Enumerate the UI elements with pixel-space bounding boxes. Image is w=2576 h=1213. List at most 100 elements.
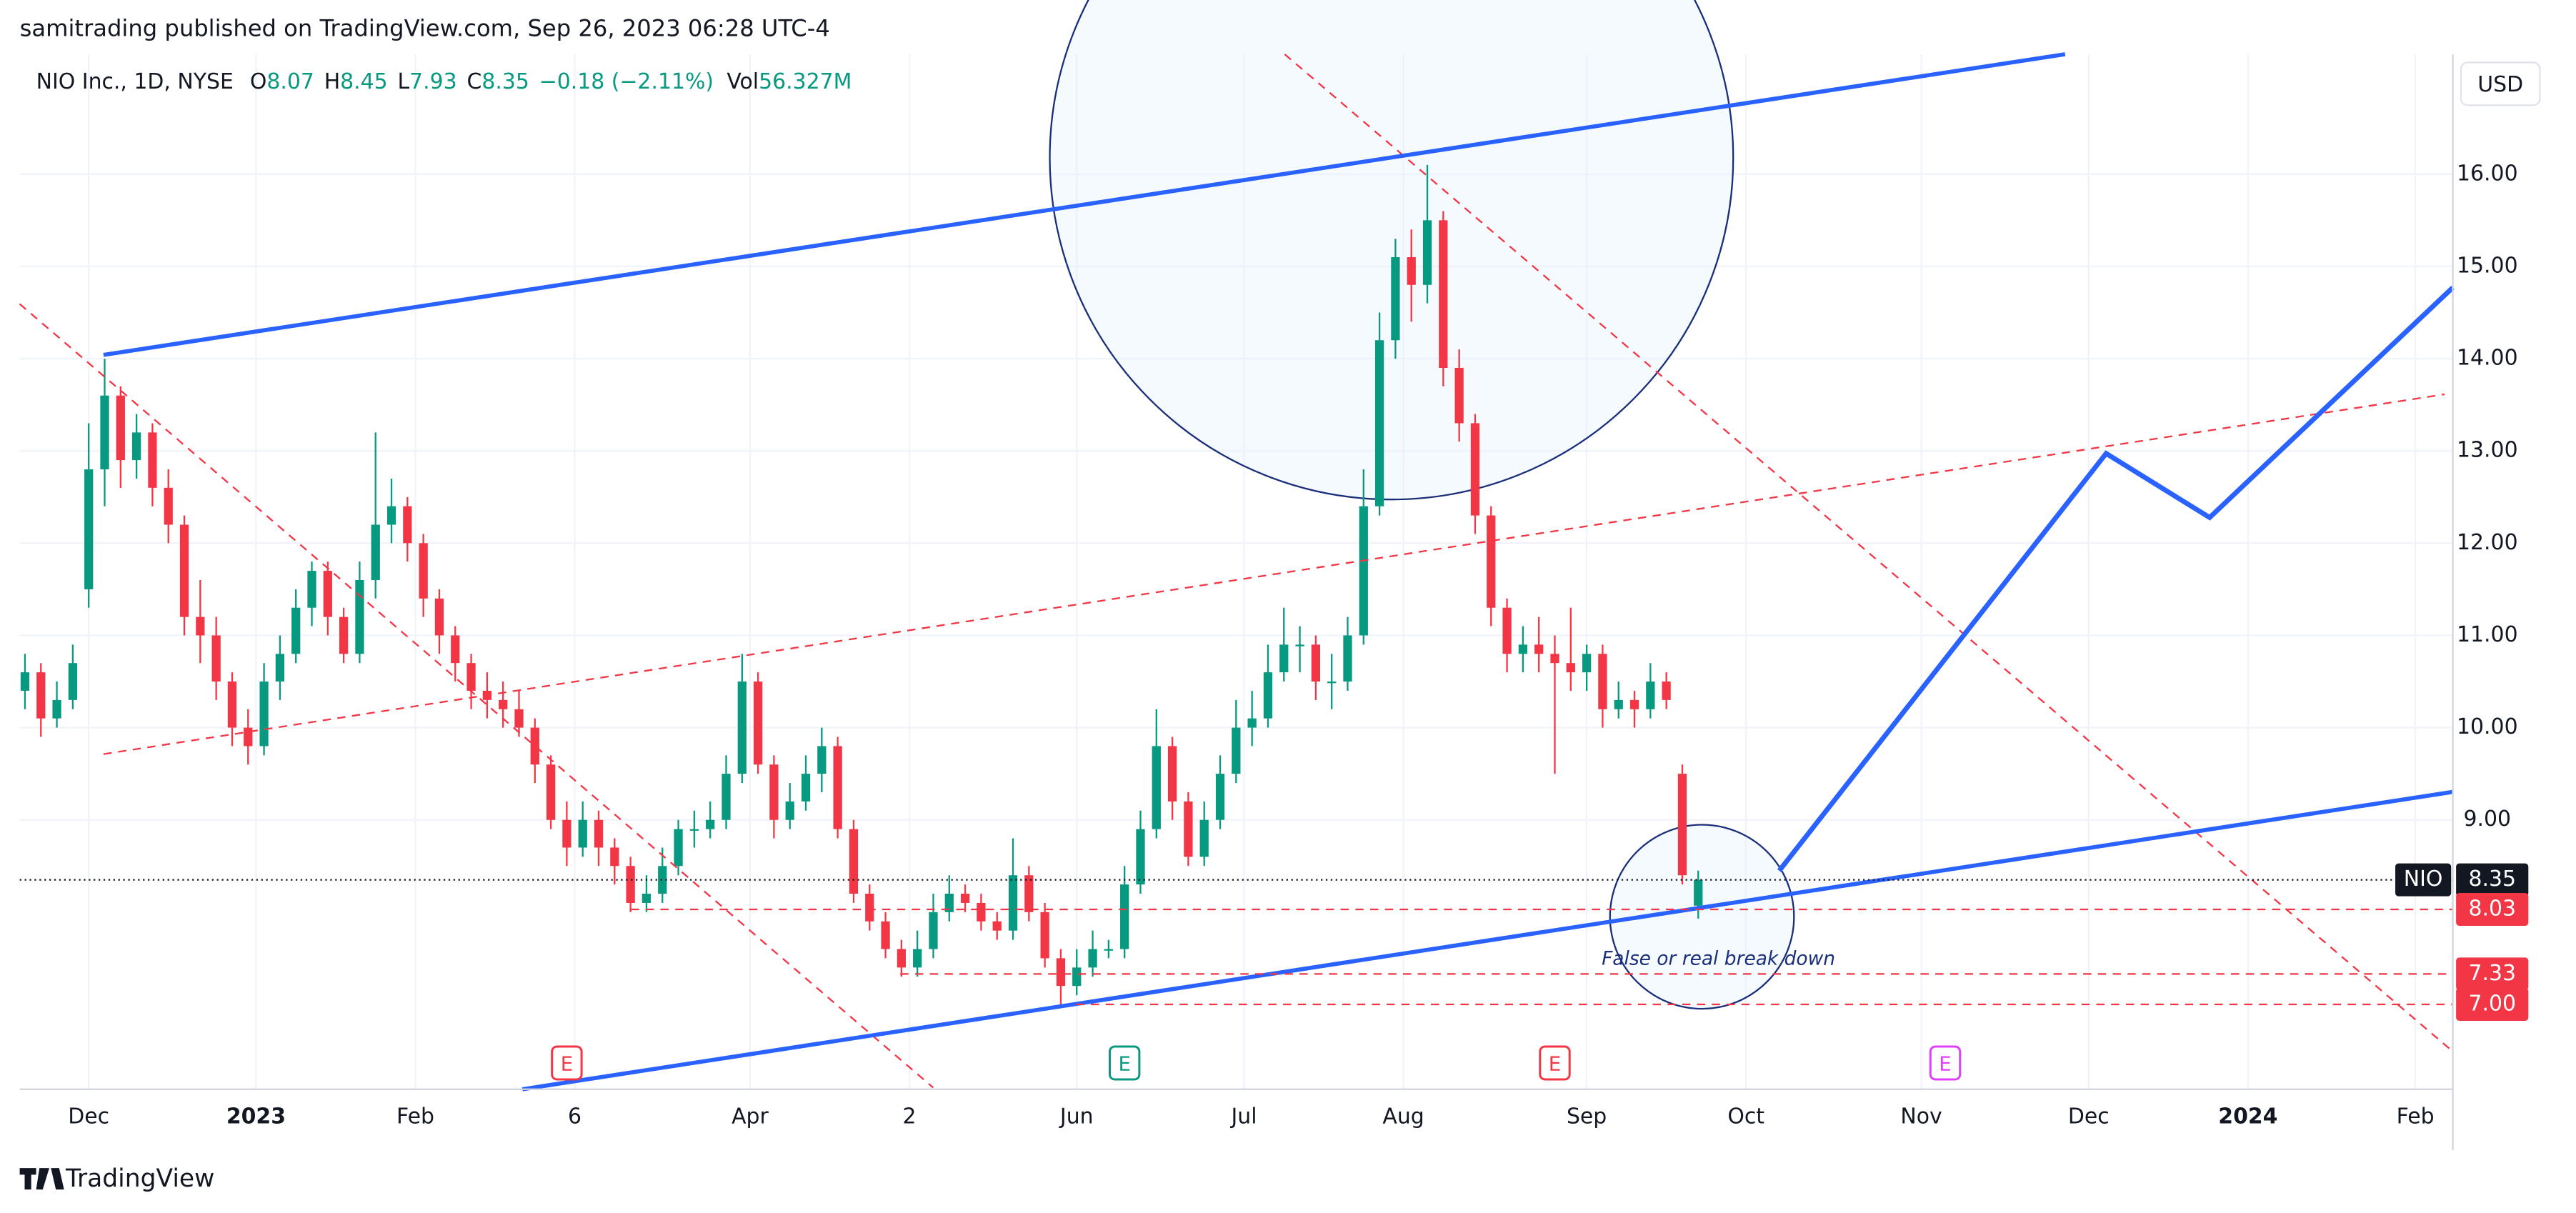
- legend-value: 7.93: [409, 69, 457, 94]
- candle-body: [1646, 682, 1655, 709]
- candle-body: [610, 847, 619, 867]
- legend-value: 56.327M: [759, 69, 852, 94]
- candle-body: [1215, 774, 1225, 820]
- candle-body: [1582, 654, 1592, 673]
- candle-body: [689, 829, 699, 831]
- candle-body: [641, 894, 652, 903]
- candle-body: [131, 432, 141, 461]
- candle-body: [514, 709, 524, 728]
- currency-box[interactable]: [2460, 61, 2541, 106]
- candle-body: [1104, 949, 1114, 951]
- symbol: NIO Inc., 1D, NYSE: [36, 69, 234, 94]
- brand-logo[interactable]: [19, 1168, 64, 1190]
- price-tag: 7.00: [2468, 991, 2516, 1016]
- candle-body: [1359, 506, 1368, 636]
- candle-body: [196, 617, 205, 636]
- x-tick-label: Apr: [732, 1104, 769, 1129]
- candle-body: [944, 894, 954, 912]
- candle-body: [451, 635, 460, 664]
- candle-body: [562, 819, 571, 848]
- price-tag-box: [2456, 863, 2529, 897]
- candle-body: [1072, 967, 1082, 987]
- price-tag: 7.33: [2468, 961, 2516, 986]
- currency[interactable]: USD: [2477, 72, 2523, 97]
- candle-body: [674, 829, 683, 867]
- ohlc-legend: NIO Inc., 1D, NYSE O8.07 H8.45 L7.93 C8.35 −0…: [36, 69, 852, 94]
- candle-body: [259, 682, 269, 747]
- candle-body: [1518, 644, 1528, 654]
- x-tick-label: Feb: [396, 1104, 434, 1129]
- x-tick-label: 2024: [2218, 1104, 2277, 1129]
- candle-body: [1199, 819, 1209, 857]
- projection-path: [1777, 285, 2455, 873]
- candle-body: [275, 654, 285, 682]
- candle-body: [849, 829, 859, 894]
- x-tick-label: Nov: [1900, 1104, 1942, 1129]
- y-tick-label: 9.00: [2464, 807, 2512, 832]
- candle-body: [833, 746, 842, 829]
- candle-body: [1327, 682, 1337, 684]
- price-tag-box: [2456, 957, 2529, 991]
- candle-body: [1311, 644, 1321, 682]
- legend-value: 8.35: [481, 69, 529, 94]
- candle-body: [1120, 884, 1129, 949]
- candle-body: [1407, 257, 1416, 285]
- price-tag-box: [2456, 987, 2529, 1021]
- brand[interactable]: TradingView: [19, 1164, 215, 1193]
- candles: [20, 164, 1703, 1004]
- event-label: E: [1549, 1052, 1561, 1075]
- brand-name[interactable]: TradingView: [65, 1164, 214, 1193]
- price-tag-box: [2456, 892, 2529, 926]
- candle-body: [706, 819, 715, 829]
- candle-body: [164, 487, 173, 525]
- candle-body: [1422, 220, 1432, 285]
- candle-body: [785, 801, 794, 820]
- candle-body: [403, 506, 412, 544]
- candle-body: [1343, 635, 1352, 682]
- candle-body: [929, 912, 938, 949]
- candle-body: [1598, 654, 1607, 709]
- last-price-tag: NIO: [2404, 867, 2443, 892]
- event-marker: [1108, 1045, 1141, 1081]
- candle-body: [1662, 682, 1671, 700]
- candle-body: [1247, 718, 1257, 728]
- candle-body: [1470, 423, 1480, 516]
- candle-body: [116, 395, 125, 461]
- annotation: False or real break down: [1602, 948, 1835, 970]
- highlight-circle: [1049, 0, 1734, 501]
- publisher: samitrading published on TradingView.com…: [20, 14, 830, 41]
- candle-body: [227, 682, 237, 728]
- x-tick-label: Sep: [1567, 1104, 1607, 1129]
- candle-body: [1136, 829, 1145, 885]
- legend-change: −0.18 (−2.11%): [539, 69, 714, 94]
- candle-body: [1152, 746, 1161, 829]
- candle-body: [323, 571, 332, 617]
- candle-body: [339, 617, 349, 654]
- candle-body: [753, 682, 763, 765]
- candle-body: [722, 774, 731, 820]
- candle-body: [546, 764, 556, 820]
- candle-body: [913, 949, 922, 968]
- candle-body: [1263, 672, 1273, 719]
- candle-body: [977, 902, 986, 922]
- legend-value: 8.45: [340, 69, 388, 94]
- price-tag: 8.03: [2468, 896, 2516, 921]
- channel-line: [521, 789, 2453, 1092]
- candle-body: [244, 727, 253, 747]
- candle-body: [1566, 663, 1575, 673]
- x-tick-label: 2023: [226, 1104, 286, 1129]
- price-tag: 8.35: [2468, 867, 2516, 892]
- candle-body: [1008, 875, 1018, 931]
- x-tick-label: Aug: [1382, 1104, 1424, 1129]
- candle-body: [1454, 367, 1464, 424]
- y-tick-label: 10.00: [2457, 714, 2518, 739]
- candle-body: [1295, 644, 1304, 647]
- candle-body: [148, 432, 157, 488]
- candle-body: [84, 469, 94, 589]
- y-tick-label: 16.00: [2457, 161, 2518, 186]
- candle-body: [626, 866, 635, 903]
- x-tick-label: Dec: [68, 1104, 109, 1129]
